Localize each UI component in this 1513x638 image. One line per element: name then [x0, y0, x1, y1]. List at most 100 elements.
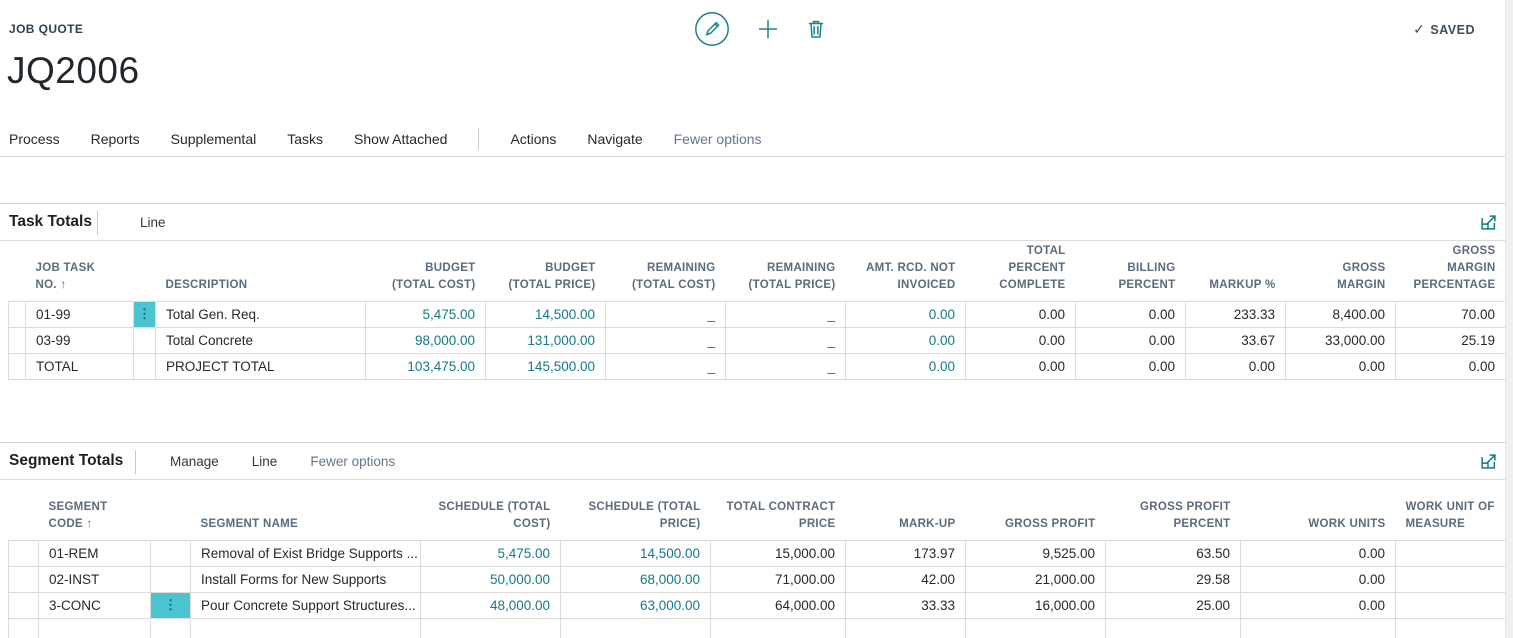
gross-profit-cell[interactable]: 21,000.00 — [965, 565, 1106, 593]
segment-code-cell[interactable]: 3-CONC — [38, 591, 151, 619]
focus-mode-icon[interactable] — [1480, 214, 1497, 236]
gross-margin-cell[interactable]: 8,400.00 — [1285, 300, 1396, 328]
gross-profit-percent-cell[interactable] — [1105, 617, 1241, 638]
work-unit-of-measure-column-header[interactable]: WORK UNIT OF MEASURE — [1405, 501, 1495, 530]
gross-margin-percentage-cell[interactable]: 70.00 — [1395, 300, 1506, 328]
selected-row-indicator-cell[interactable]: ⋮ — [133, 300, 156, 328]
total-percent-complete-cell[interactable]: 0.00 — [965, 326, 1076, 354]
total-contract-price-cell[interactable]: 64,000.00 — [710, 591, 846, 619]
markup-pct-column-header[interactable]: MARKUP % — [1209, 278, 1276, 291]
mark-up-cell[interactable]: 173.97 — [845, 539, 966, 567]
description-cell[interactable]: Total Concrete — [155, 326, 366, 354]
vertical-scrollbar[interactable] — [1505, 0, 1513, 638]
segment-name-cell[interactable]: Removal of Exist Bridge Supports ... — [190, 539, 421, 567]
budget-total-price-cell[interactable]: 145,500.00 — [485, 352, 606, 380]
gross-profit-cell[interactable]: 9,525.00 — [965, 539, 1106, 567]
menu-item-navigate[interactable]: Navigate — [587, 131, 643, 147]
segment-totals-menu-fewer-options[interactable]: Fewer options — [310, 454, 396, 469]
description-cell[interactable]: PROJECT TOTAL — [155, 352, 366, 380]
markup-pct-cell[interactable]: 0.00 — [1185, 352, 1286, 380]
menu-item-supplemental[interactable]: Supplemental — [170, 131, 257, 147]
gross-margin-column-header[interactable]: GROSS MARGIN — [1337, 262, 1386, 291]
amt-rcd-not-invoiced-cell[interactable]: 0.00 — [845, 300, 966, 328]
delete-icon[interactable] — [806, 18, 826, 40]
segment-totals-menu-manage[interactable]: Manage — [170, 454, 219, 469]
schedule-total-cost-cell[interactable]: 50,000.00 — [420, 565, 561, 593]
segment-name-cell[interactable] — [190, 617, 421, 638]
gross-margin-percentage-cell[interactable]: 25.19 — [1395, 326, 1506, 354]
gross-profit-percent-cell[interactable]: 63.50 — [1105, 539, 1241, 567]
gross-margin-cell[interactable]: 0.00 — [1285, 352, 1396, 380]
budget-total-price-column-header[interactable]: BUDGET (TOTAL PRICE) — [508, 262, 596, 291]
job-task-no-cell[interactable]: 03-99 — [25, 326, 134, 354]
markup-pct-cell[interactable]: 233.33 — [1185, 300, 1286, 328]
work-units-cell[interactable]: 0.00 — [1240, 539, 1396, 567]
total-percent-complete-column-header[interactable]: TOTAL PERCENT COMPLETE — [999, 245, 1066, 291]
gross-profit-cell[interactable] — [965, 617, 1106, 638]
remaining-total-cost-cell[interactable]: _ — [605, 300, 726, 328]
row-indicator-cell[interactable] — [150, 565, 191, 593]
row-indicator-cell[interactable] — [133, 352, 156, 380]
task-totals-menu-line[interactable]: Line — [140, 215, 166, 230]
schedule-total-price-cell[interactable]: 14,500.00 — [560, 539, 711, 567]
budget-total-price-cell[interactable]: 14,500.00 — [485, 300, 606, 328]
total-contract-price-cell[interactable]: 71,000.00 — [710, 565, 846, 593]
mark-up-cell[interactable]: 33.33 — [845, 591, 966, 619]
remaining-total-price-column-header[interactable]: REMAINING (TOTAL PRICE) — [748, 262, 836, 291]
work-unit-of-measure-cell[interactable] — [1395, 565, 1506, 593]
schedule-total-price-cell[interactable]: 68,000.00 — [560, 565, 711, 593]
menu-item-fewer-options[interactable]: Fewer options — [673, 131, 762, 147]
work-units-cell[interactable]: 0.00 — [1240, 565, 1396, 593]
schedule-total-cost-column-header[interactable]: SCHEDULE (TOTAL COST) — [438, 501, 551, 530]
billing-percent-cell[interactable]: 0.00 — [1075, 352, 1186, 380]
edit-icon[interactable] — [694, 11, 730, 47]
remaining-total-price-cell[interactable]: _ — [725, 352, 846, 380]
row-indicator-cell[interactable] — [150, 617, 191, 638]
add-icon[interactable] — [757, 18, 779, 40]
mark-up-cell[interactable]: 42.00 — [845, 565, 966, 593]
amt-rcd-not-invoiced-column-header[interactable]: AMT. RCD. NOT INVOICED — [865, 262, 956, 291]
segment-totals-menu-line[interactable]: Line — [251, 454, 278, 469]
segment-name-cell[interactable]: Pour Concrete Support Structures... — [190, 591, 421, 619]
mark-up-cell[interactable] — [845, 617, 966, 638]
job-task-no-column-header[interactable]: JOB TASK NO. ↑ — [35, 262, 96, 291]
work-unit-of-measure-cell[interactable] — [1395, 539, 1506, 567]
billing-percent-cell[interactable]: 0.00 — [1075, 326, 1186, 354]
schedule-total-price-column-header[interactable]: SCHEDULE (TOTAL PRICE) — [588, 501, 701, 530]
budget-total-cost-cell[interactable]: 5,475.00 — [365, 300, 486, 328]
gross-profit-percent-cell[interactable]: 29.58 — [1105, 565, 1241, 593]
remaining-total-cost-column-header[interactable]: REMAINING (TOTAL COST) — [632, 262, 716, 291]
row-select-cell[interactable] — [8, 565, 39, 593]
gross-margin-percentage-column-header[interactable]: GROSS MARGIN PERCENTAGE — [1413, 245, 1496, 291]
menu-item-actions[interactable]: Actions — [510, 131, 557, 147]
gross-margin-percentage-cell[interactable]: 0.00 — [1395, 352, 1506, 380]
menu-item-show-attached[interactable]: Show Attached — [354, 131, 448, 147]
menu-item-tasks[interactable]: Tasks — [287, 131, 324, 147]
segment-name-column-header[interactable]: SEGMENT NAME — [200, 517, 299, 530]
amt-rcd-not-invoiced-cell[interactable]: 0.00 — [845, 326, 966, 354]
billing-percent-cell[interactable]: 0.00 — [1075, 300, 1186, 328]
segment-code-cell[interactable]: 02-INST — [38, 565, 151, 593]
gross-profit-cell[interactable]: 16,000.00 — [965, 591, 1106, 619]
row-select-cell[interactable] — [8, 539, 39, 567]
total-percent-complete-cell[interactable]: 0.00 — [965, 300, 1076, 328]
focus-mode-icon[interactable] — [1480, 453, 1497, 475]
schedule-total-cost-cell[interactable]: 48,000.00 — [420, 591, 561, 619]
schedule-total-price-cell[interactable]: 63,000.00 — [560, 591, 711, 619]
job-task-no-cell[interactable]: TOTAL — [25, 352, 134, 380]
remaining-total-cost-cell[interactable]: _ — [605, 326, 726, 354]
menu-item-reports[interactable]: Reports — [90, 131, 140, 147]
mark-up-column-header[interactable]: MARK-UP — [899, 517, 956, 530]
work-unit-of-measure-cell[interactable] — [1395, 591, 1506, 619]
row-select-cell[interactable] — [8, 617, 39, 638]
remaining-total-price-cell[interactable]: _ — [725, 326, 846, 354]
budget-total-cost-cell[interactable]: 103,475.00 — [365, 352, 486, 380]
segment-code-cell[interactable]: 01-REM — [38, 539, 151, 567]
menu-item-process[interactable]: Process — [9, 131, 60, 147]
schedule-total-cost-cell[interactable] — [420, 617, 561, 638]
budget-total-cost-cell[interactable]: 98,000.00 — [365, 326, 486, 354]
total-contract-price-cell[interactable] — [710, 617, 846, 638]
segment-name-cell[interactable]: Install Forms for New Supports — [190, 565, 421, 593]
remaining-total-cost-cell[interactable]: _ — [605, 352, 726, 380]
work-units-cell[interactable] — [1240, 617, 1396, 638]
